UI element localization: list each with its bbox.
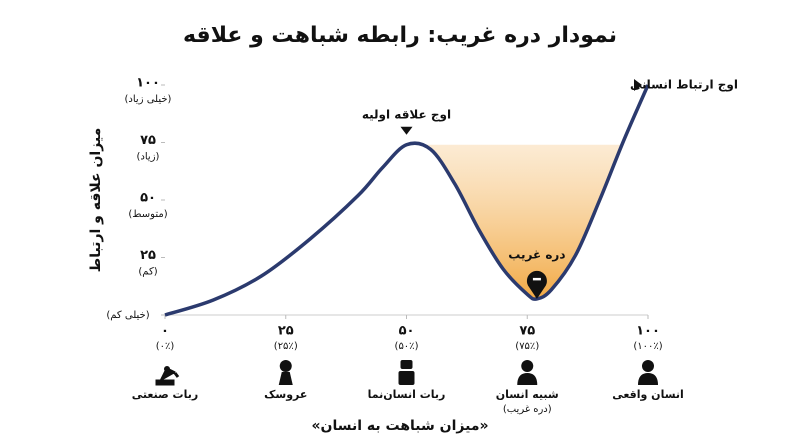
category-label: ربات انسان‌نما <box>368 388 446 401</box>
y-tick-label: ۵۰ <box>140 191 156 206</box>
icon-part <box>517 373 538 385</box>
y-tick-label: ۷۵ <box>140 133 156 148</box>
y-tick-label: (خیلی کم) <box>106 310 149 321</box>
icon-part <box>400 360 413 369</box>
y-tick-label: ۱۰۰ <box>136 76 160 91</box>
peak-marker <box>400 126 413 135</box>
category-icon <box>398 360 415 385</box>
icon-part <box>521 360 534 372</box>
x-tick-label: ۷۵ <box>519 324 535 339</box>
category-icon <box>278 360 293 385</box>
category-label: عروسک <box>264 388 307 401</box>
category-label: شبیه انسان <box>496 388 559 401</box>
valley-pin-dash <box>532 277 541 281</box>
valley-pin <box>526 270 547 299</box>
icon-part <box>278 372 293 385</box>
top-label: اوج ارتباط انسانی <box>630 78 738 93</box>
x-tick-label: ۲۵ <box>278 324 294 339</box>
x-tick-sublabel: (۲۵٪) <box>274 341 298 352</box>
y-tick-sublabel: (زیاد) <box>137 152 160 163</box>
y-tick-sublabel: (خیلی زیاد) <box>125 94 172 105</box>
icon-part <box>279 360 292 372</box>
category-label: ربات صنعتی <box>132 388 198 401</box>
category-label: انسان واقعی <box>612 388 684 401</box>
y-tick-label: ۲۵ <box>140 248 156 263</box>
x-tick-sublabel: (۷۵٪) <box>515 341 539 352</box>
category-icon <box>517 360 538 385</box>
x-axis-label: «میزان شباهت به انسان» <box>311 418 488 434</box>
x-tick-sublabel: (۱۰۰٪) <box>633 341 662 352</box>
x-tick-sublabel: (۰٪) <box>156 341 175 352</box>
x-tick-label: ۰ <box>161 324 169 339</box>
y-axis-label: میزان علاقه و ارتباط <box>88 128 104 273</box>
icon-part <box>164 366 170 372</box>
top-marker <box>634 79 642 91</box>
x-tick-sublabel: (۵۰٪) <box>395 341 419 352</box>
category-icon <box>155 366 180 386</box>
x-tick-label: ۵۰ <box>399 324 415 339</box>
y-tick-sublabel: (متوسط) <box>128 209 167 220</box>
valley-label: دره غریب <box>508 247 565 261</box>
icon-part <box>638 373 658 385</box>
category-icon <box>638 360 658 385</box>
x-tick-label: ۱۰۰ <box>636 324 660 339</box>
icon-part <box>398 371 415 385</box>
peak-label: اوج علاقه اولیه <box>362 107 451 122</box>
line <box>164 84 650 317</box>
icon-part <box>642 360 654 372</box>
category-note: (دره غریب) <box>503 404 552 415</box>
y-tick-sublabel: (کم) <box>138 267 157 278</box>
chart-title: نمودار دره غریب: رابطه شباهت و علاقه <box>183 23 617 48</box>
